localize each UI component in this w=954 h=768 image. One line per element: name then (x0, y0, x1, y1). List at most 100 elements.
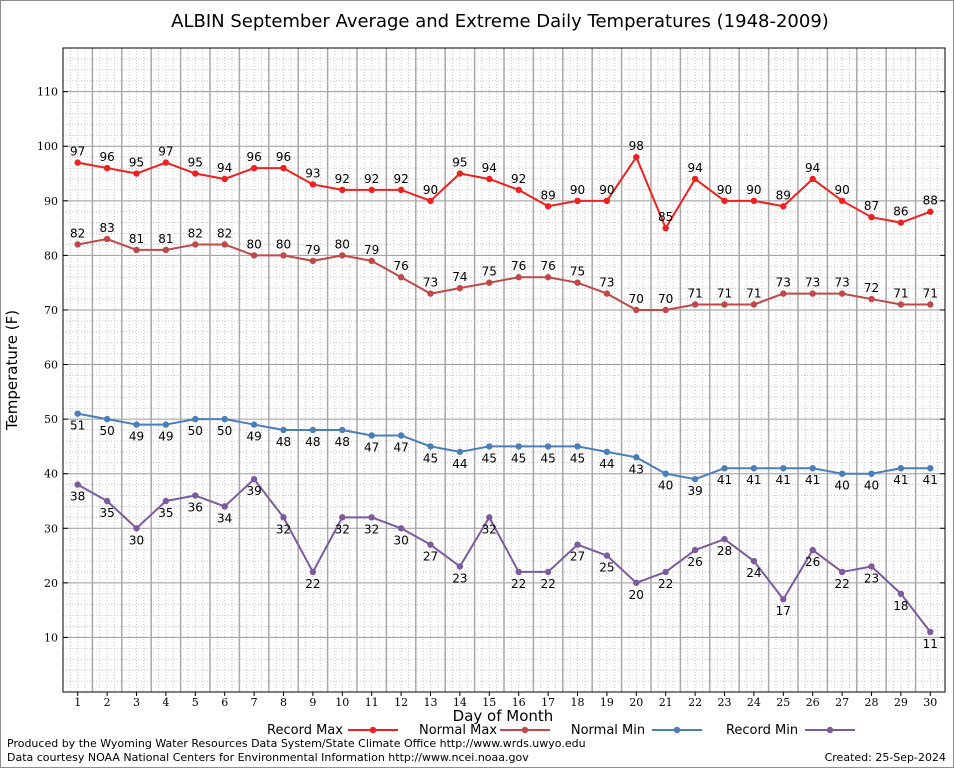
data-point (691, 546, 699, 554)
data-point (192, 241, 199, 248)
legend-label: Record Min (726, 723, 798, 738)
x-tick-label: 16 (512, 696, 526, 709)
data-point (750, 197, 758, 205)
data-point (397, 186, 405, 194)
data-label: 41 (746, 473, 761, 487)
legend: Record Max Normal Max Normal Min Record Min (267, 723, 855, 738)
data-point (691, 301, 699, 308)
x-tick-label: 9 (309, 696, 316, 709)
x-tick-label: 5 (192, 696, 199, 709)
data-point (927, 301, 934, 308)
data-point (544, 443, 552, 450)
data-point (427, 541, 434, 548)
data-point (74, 159, 81, 166)
data-point (633, 579, 640, 587)
data-point (633, 153, 640, 161)
data-point (750, 301, 758, 308)
data-label: 41 (717, 473, 732, 487)
data-label: 45 (511, 451, 526, 465)
data-point (192, 170, 199, 177)
data-point (74, 481, 81, 488)
series-normal-max: 82 83 81 81 82 82 80 80 79 80 79 76 73 74 75 76 76 75 73 70… (70, 221, 938, 314)
data-label: 38 (70, 490, 85, 504)
data-label: 88 (923, 194, 938, 208)
data-point (721, 301, 728, 308)
data-point (339, 252, 346, 259)
data-point (397, 525, 405, 532)
x-tick-label: 20 (629, 696, 643, 709)
data-point (868, 295, 875, 303)
data-label: 48 (335, 435, 350, 449)
data-label: 41 (893, 473, 908, 487)
data-label: 70 (658, 292, 673, 306)
data-label: 95 (188, 156, 203, 170)
data-label: 80 (335, 237, 350, 251)
data-label: 92 (335, 172, 350, 186)
data-label: 44 (599, 457, 614, 471)
x-axis-title: Day of Month (453, 707, 554, 725)
data-point (721, 535, 728, 543)
x-tick-label: 6 (221, 696, 228, 709)
data-label: 71 (923, 287, 938, 301)
series-line (77, 156, 931, 230)
data-point (309, 426, 317, 434)
data-label: 32 (276, 522, 291, 536)
data-label: 71 (717, 287, 732, 301)
data-label: 41 (805, 473, 820, 487)
y-tick-label: 40 (44, 468, 58, 481)
data-label: 76 (511, 259, 526, 273)
data-point (103, 235, 111, 243)
data-point (486, 175, 493, 183)
data-point (662, 224, 669, 232)
data-point (368, 432, 375, 439)
data-label: 73 (599, 276, 614, 290)
data-label: 75 (482, 265, 497, 279)
y-tick-label: 80 (44, 249, 58, 262)
data-label: 70 (629, 292, 644, 306)
x-tick-label: 12 (394, 696, 408, 709)
data-point (250, 252, 258, 259)
x-tick-label: 29 (894, 696, 908, 709)
data-label: 76 (540, 259, 555, 273)
legend-label: Normal Min (571, 723, 645, 738)
data-label: 22 (834, 577, 849, 591)
data-point (162, 497, 170, 505)
y-tick-label: 30 (44, 522, 58, 535)
legend-swatch-marker (673, 726, 681, 734)
data-point (662, 306, 669, 314)
data-point (427, 290, 434, 297)
x-tick-label: 24 (747, 696, 761, 709)
data-point (133, 525, 140, 532)
data-label: 75 (570, 265, 585, 279)
data-point (250, 421, 258, 428)
data-point (280, 164, 287, 172)
data-point (309, 568, 317, 576)
data-label: 94 (482, 161, 497, 175)
data-label: 41 (776, 473, 791, 487)
x-tick-label: 2 (104, 696, 111, 709)
data-point (838, 470, 846, 477)
data-point (221, 415, 228, 423)
data-label: 44 (452, 457, 467, 471)
data-label: 22 (658, 577, 673, 591)
data-label: 95 (452, 156, 467, 170)
y-tick-label: 70 (44, 304, 58, 317)
data-point (574, 443, 581, 450)
data-label: 17 (776, 604, 791, 618)
data-label: 41 (923, 473, 938, 487)
x-tick-label: 27 (835, 696, 849, 709)
data-label: 74 (452, 270, 467, 284)
data-label: 28 (717, 544, 732, 558)
data-point (868, 563, 875, 570)
created-date: Created: 25-Sep-2024 (824, 751, 946, 764)
data-point (309, 257, 317, 265)
y-tick-label: 100 (37, 140, 58, 153)
data-label: 96 (246, 150, 261, 164)
data-label: 87 (864, 199, 879, 213)
data-label: 32 (482, 522, 497, 536)
data-label: 81 (158, 232, 173, 246)
y-tick-label: 10 (44, 631, 58, 644)
x-tick-label: 1 (74, 696, 81, 709)
data-point (515, 568, 522, 576)
